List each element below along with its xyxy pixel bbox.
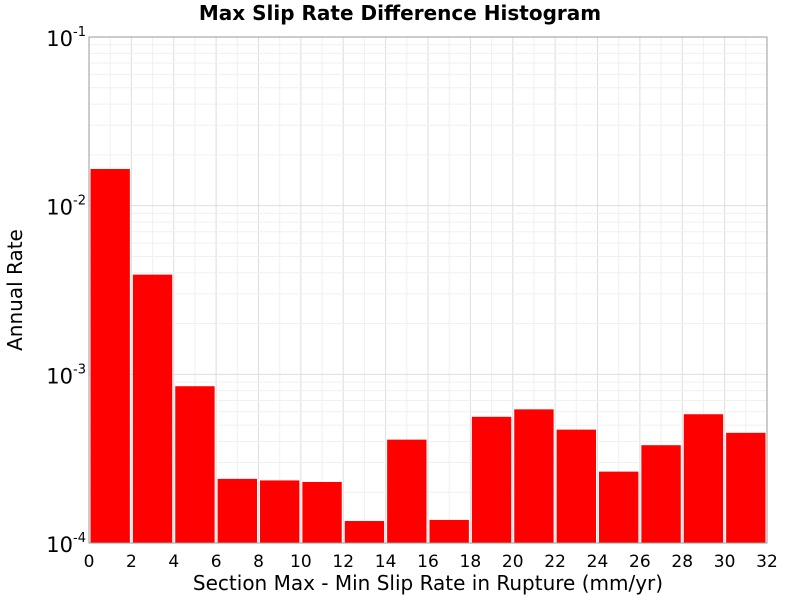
y-tick-label: 10-2 — [46, 194, 86, 220]
histogram-bar — [217, 478, 257, 543]
y-tick-label: 10-3 — [46, 362, 86, 388]
x-tick-label: 0 — [84, 552, 95, 572]
bars — [90, 168, 766, 543]
chart-title: Max Slip Rate Difference Histogram — [199, 1, 601, 25]
y-tick-exponent: -3 — [73, 362, 86, 377]
histogram-bar — [641, 445, 681, 543]
y-tick-label: 10-1 — [46, 25, 86, 51]
x-tick-label: 8 — [253, 552, 264, 572]
histogram-bar — [471, 416, 512, 543]
x-tick-label: 20 — [502, 552, 524, 572]
y-tick-base: 10 — [46, 27, 73, 51]
histogram-bar — [556, 429, 596, 543]
x-tick-label: 2 — [126, 552, 137, 572]
histogram-bar — [514, 409, 554, 543]
x-tick-labels: 0 2 4 6 8 10 12 14 16 18 20 22 24 26 28 30 32 — [84, 552, 778, 572]
y-tick-base: 10 — [46, 196, 73, 220]
y-axis-label: Annual Rate — [3, 229, 27, 351]
histogram-bar — [683, 414, 724, 543]
x-tick-label: 30 — [714, 552, 736, 572]
histogram-bar — [429, 519, 469, 543]
x-tick-label: 28 — [671, 552, 693, 572]
x-tick-label: 22 — [544, 552, 566, 572]
y-tick-label: 10-4 — [46, 531, 86, 557]
plot-border — [88, 36, 768, 544]
x-tick-label: 32 — [756, 552, 778, 572]
x-tick-label: 10 — [290, 552, 312, 572]
x-tick-label: 24 — [587, 552, 609, 572]
histogram-bar — [726, 432, 766, 543]
x-axis-label: Section Max - Min Slip Rate in Rupture (… — [193, 571, 663, 595]
histogram-bar — [175, 386, 215, 543]
histogram-bar — [302, 481, 342, 543]
x-tick-label: 12 — [332, 552, 354, 572]
histogram-bar — [387, 439, 427, 543]
x-tick-label: 18 — [460, 552, 482, 572]
x-tick-label: 26 — [629, 552, 651, 572]
y-tick-base: 10 — [46, 533, 73, 557]
histogram-bar — [260, 480, 300, 543]
histogram-bar — [344, 521, 385, 543]
y-tick-base: 10 — [46, 364, 73, 388]
y-tick-exponent: -4 — [73, 531, 86, 546]
x-tick-label: 14 — [375, 552, 397, 572]
histogram-bar — [90, 168, 130, 543]
y-tick-labels: 10-410-310-210-1 — [46, 25, 86, 557]
histogram-bar — [132, 274, 173, 543]
x-tick-label: 6 — [211, 552, 222, 572]
x-tick-label: 16 — [417, 552, 439, 572]
histogram-bar — [599, 471, 639, 543]
y-tick-exponent: -1 — [73, 25, 86, 40]
x-tick-label: 4 — [168, 552, 179, 572]
y-tick-exponent: -2 — [73, 194, 86, 209]
